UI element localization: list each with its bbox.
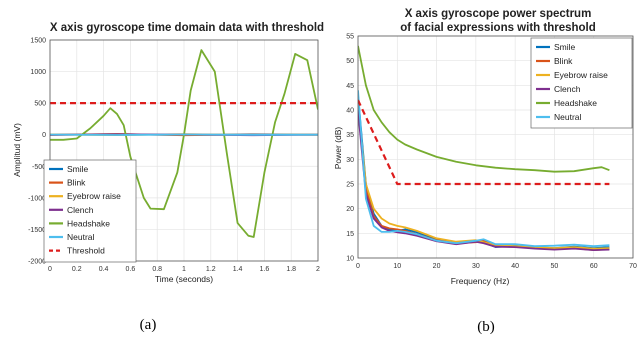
legend-entry-headshake: Headshake [67,218,110,228]
legend-entry-neutral: Neutral [67,232,95,242]
y-tick-label: 20 [346,206,354,213]
legend-entry-eyebrow-raise: Eyebrow raise [554,70,608,80]
caption-a: (a) [140,317,157,333]
legend-entry-blink: Blink [67,178,86,188]
x-tick-label: 1.6 [260,266,270,273]
x-tick-label: 0.4 [99,266,109,273]
legend-entry-neutral: Neutral [554,112,582,122]
x-tick-label: 30 [472,263,480,270]
y-tick-label: -1500 [28,227,46,234]
x-tick-label: 0.6 [126,266,136,273]
y-tick-label: 55 [346,34,354,41]
x-tick-label: 1.2 [206,266,216,273]
legend-entry-smile: Smile [67,164,89,174]
y-tick-label: 45 [346,83,354,90]
series-line-headshake [358,45,610,173]
x-tick-label: 20 [433,263,441,270]
series-line-neutral [358,90,610,248]
x-tick-label: 1 [182,266,186,273]
legend-entry-headshake: Headshake [554,98,597,108]
x-tick-label: 40 [511,263,519,270]
chart-title: X axis gyroscope power spectrum [405,8,592,20]
x-tick-label: 70 [629,263,637,270]
x-axis-label: Time (seconds) [155,274,213,284]
y-tick-label: 1500 [30,38,46,45]
chart-subtitle: of facial expressions with threshold [400,22,596,34]
y-tick-label: 500 [34,101,46,108]
x-axis-label: Frequency (Hz) [451,276,510,286]
legend-box [530,37,633,129]
plot-frame [49,39,319,262]
x-tick-label: 60 [590,263,598,270]
legend: Smile Blink Eyebrow raise Clench Headshake Ne… [43,159,137,263]
legend-entry-threshold: Threshold [67,246,105,256]
series-line-threshold [358,99,610,186]
legend: Smile Blink Eyebrow raise Clench Headshake Ne… [530,37,633,129]
x-tick-label: 50 [551,263,559,270]
x-tick-label: 0 [356,263,360,270]
x-tick-label: 0.8 [152,266,162,273]
y-tick-label: -2000 [28,259,46,266]
legend-entry-clench: Clench [67,205,94,215]
y-tick-label: 1000 [30,69,46,76]
series-line-clench [358,109,610,252]
y-tick-label: 15 [346,231,354,238]
caption-b: (b) [477,319,495,335]
plot-frame [357,35,634,259]
y-tick-label: 30 [346,157,354,164]
y-axis-label: Power (dB) [333,127,343,170]
y-tick-label: 40 [346,108,354,115]
y-tick-label: -1000 [28,195,46,202]
series-line-neutral [50,133,318,136]
y-tick-label: 10 [346,256,354,263]
chart-title: X axis gyroscope time domain data with t… [50,22,324,34]
legend-entry-smile: Smile [554,42,576,52]
y-axis-label: Amplitud (mV) [12,123,22,177]
y-tick-label: 25 [346,182,354,189]
chart-time-domain: X axis gyroscope time domain data with t… [12,22,324,333]
chart-power-spectrum: X axis gyroscope power spectrum of facia… [333,8,637,335]
legend-entry-blink: Blink [554,56,573,66]
y-tick-label: 35 [346,132,354,139]
legend-entry-eyebrow-raise: Eyebrow raise [67,191,121,201]
legend-box [43,159,137,263]
x-tick-label: 0.2 [72,266,82,273]
x-tick-label: 1.8 [286,266,296,273]
x-tick-label: 1.4 [233,266,243,273]
x-tick-label: 0 [48,266,52,273]
legend-entry-clench: Clench [554,84,581,94]
y-tick-label: 50 [346,58,354,65]
y-tick-label: -500 [32,164,46,171]
x-tick-label: 10 [393,263,401,270]
series-line-eyebrow-raise [358,105,610,250]
y-tick-label: 0 [42,132,46,139]
x-tick-label: 2 [316,266,320,273]
